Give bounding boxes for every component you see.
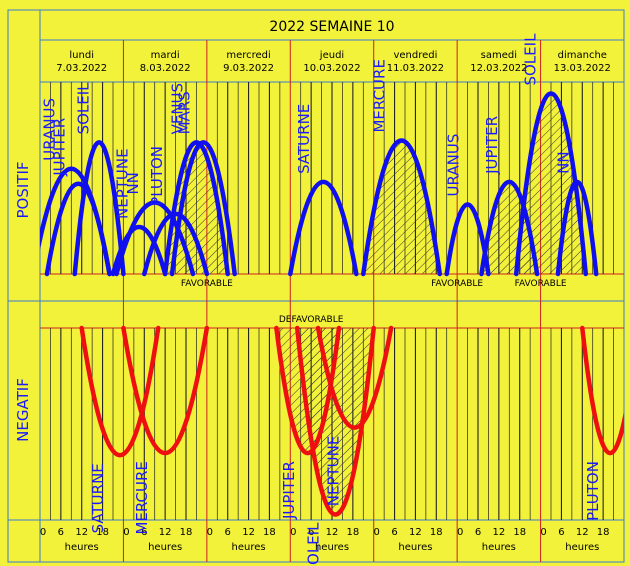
chart-title: 2022 SEMAINE 10 xyxy=(269,19,394,35)
planet-label: NEPTUNE xyxy=(114,148,132,219)
hour-tick-label: 0 xyxy=(40,527,46,538)
positive-curve xyxy=(110,225,168,277)
favorable-label: FAVORABLE xyxy=(431,279,483,289)
day-date: 11.03.2022 xyxy=(387,63,444,74)
hour-tick-label: 0 xyxy=(374,527,380,538)
planet-label: URANUS xyxy=(444,134,462,197)
planet-label: PLUTON xyxy=(148,146,166,206)
negative-curve xyxy=(580,325,624,455)
hour-tick-label: 18 xyxy=(96,527,109,538)
hour-tick-label: 18 xyxy=(430,527,443,538)
planet-label: JUPITER xyxy=(50,118,68,177)
hours-label: heures xyxy=(232,542,266,553)
favorable-label: FAVORABLE xyxy=(181,279,233,289)
positive-curve xyxy=(169,140,237,277)
hour-tick-label: 6 xyxy=(558,527,564,538)
hour-tick-label: 6 xyxy=(391,527,397,538)
hours-label: heures xyxy=(315,542,349,553)
planet-label: SOLEIL xyxy=(522,33,540,86)
planet-label: MARS xyxy=(176,91,194,134)
hour-tick-label: 0 xyxy=(123,527,129,538)
day-date: 13.03.2022 xyxy=(554,63,611,74)
day-date: 12.03.2022 xyxy=(470,63,527,74)
hour-tick-label: 12 xyxy=(75,527,88,538)
hour-tick-label: 0 xyxy=(457,527,463,538)
hours-label: heures xyxy=(148,542,182,553)
hour-tick-label: 18 xyxy=(346,527,359,538)
planet-label: MERCURE xyxy=(371,59,389,132)
hour-tick-label: 6 xyxy=(141,527,147,538)
day-name: samedi xyxy=(481,50,517,61)
hour-tick-label: 0 xyxy=(290,527,296,538)
hour-tick-label: 12 xyxy=(326,527,339,538)
planet-label: URANUS xyxy=(40,98,58,161)
hour-tick-label: 12 xyxy=(242,527,255,538)
negative-section-label: NEGATIF xyxy=(14,378,32,442)
day-name: mardi xyxy=(151,50,180,61)
planet-label: MERCURE xyxy=(133,461,151,534)
planet-label: JUPITER xyxy=(483,116,501,175)
positive-curve xyxy=(555,179,599,277)
planet-label: SATURNE xyxy=(89,463,107,533)
day-date: 8.03.2022 xyxy=(140,63,191,74)
hour-tick-label: 6 xyxy=(58,527,64,538)
planet-curves xyxy=(40,91,624,517)
planet-label: VENUS xyxy=(169,83,187,134)
hour-tick-label: 0 xyxy=(207,527,213,538)
defavorable-label: DEFAVORABLE xyxy=(279,315,344,325)
day-name: vendredi xyxy=(393,50,437,61)
hour-tick-label: 12 xyxy=(492,527,505,538)
hours-label: heures xyxy=(482,542,516,553)
planet-label: NEPTUNE xyxy=(325,436,343,507)
negative-curve xyxy=(121,325,210,456)
day-name: mercredi xyxy=(226,50,270,61)
day-name: dimanche xyxy=(558,50,607,61)
planet-label: SATURNE xyxy=(295,104,313,174)
negative-curve xyxy=(315,325,394,430)
hour-tick-label: 6 xyxy=(308,527,314,538)
day-name: jeudi xyxy=(319,50,344,61)
hour-tick-label: 0 xyxy=(540,527,546,538)
planet-label: NN xyxy=(124,172,142,194)
positive-curve xyxy=(361,138,443,277)
planet-label: SOLEIL xyxy=(74,82,92,135)
hours-label: heures xyxy=(398,542,432,553)
day-date: 10.03.2022 xyxy=(303,63,360,74)
hour-tick-label: 18 xyxy=(513,527,526,538)
hour-tick-label: 18 xyxy=(180,527,193,538)
positive-curve xyxy=(288,179,359,277)
planet-label: PLUTON xyxy=(584,461,602,521)
hours-label: heures xyxy=(565,542,599,553)
hour-tick-label: 18 xyxy=(597,527,610,538)
hour-tick-label: 18 xyxy=(263,527,276,538)
positive-curve xyxy=(114,200,196,277)
day-date: 7.03.2022 xyxy=(56,63,107,74)
day-date: 9.03.2022 xyxy=(223,63,274,74)
planet-label: JUPITER xyxy=(280,461,298,520)
hour-tick-label: 12 xyxy=(409,527,422,538)
hour-tick-label: 6 xyxy=(225,527,231,538)
positive-curve xyxy=(72,140,126,277)
hour-tick-label: 6 xyxy=(475,527,481,538)
positive-curve xyxy=(44,181,112,277)
day-name: lundi xyxy=(69,50,94,61)
positive-curve xyxy=(479,179,540,277)
positive-curve xyxy=(513,91,589,277)
negative-curve xyxy=(294,325,376,517)
negative-curve xyxy=(79,325,161,458)
hour-tick-label: 12 xyxy=(576,527,589,538)
hour-tick-label: 12 xyxy=(159,527,172,538)
favorable-label: FAVORABLE xyxy=(515,279,567,289)
positive-curve xyxy=(162,140,230,277)
hours-label: heures xyxy=(65,542,99,553)
positive-curve xyxy=(444,202,491,277)
planet-label: NN xyxy=(555,151,573,173)
positive-section-label: POSITIF xyxy=(14,161,32,218)
chart-frame xyxy=(7,9,625,563)
planet-label: SOLEIL xyxy=(305,522,323,566)
